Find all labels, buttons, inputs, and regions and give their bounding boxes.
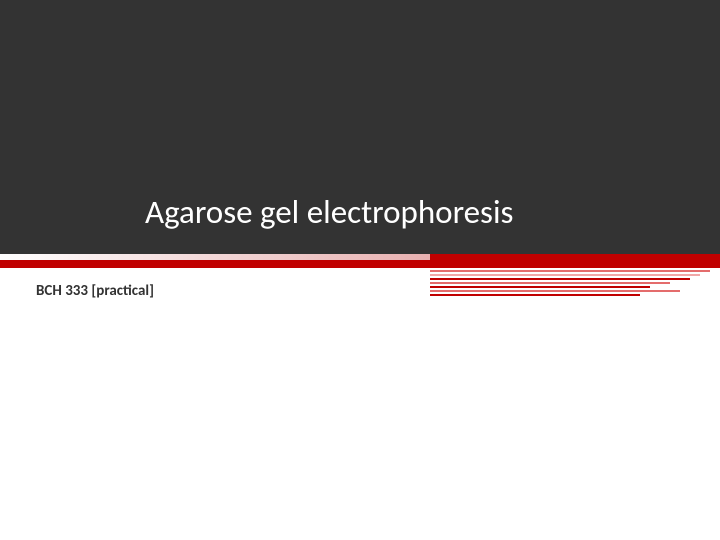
decorative-stripe (430, 290, 680, 292)
decorative-stripe (430, 294, 640, 296)
decorative-stripe (430, 270, 710, 272)
decorative-stripe-stack (430, 270, 710, 298)
gradient-accent-strip (0, 254, 430, 260)
decorative-stripe (430, 282, 670, 284)
decorative-stripe (430, 278, 690, 280)
slide-header-block: Agarose gel electrophoresis (0, 0, 720, 268)
slide-title: Agarose gel electrophoresis (145, 192, 513, 232)
decorative-stripe (430, 286, 650, 288)
title-area: Agarose gel electrophoresis (0, 0, 720, 254)
decorative-stripe (430, 274, 700, 276)
